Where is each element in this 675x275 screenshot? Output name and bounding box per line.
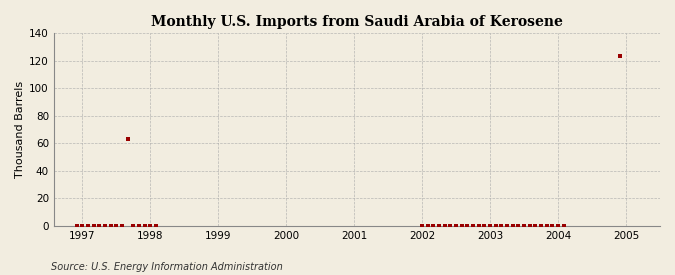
Point <box>513 224 524 228</box>
Point <box>423 224 433 228</box>
Title: Monthly U.S. Imports from Saudi Arabia of Kerosene: Monthly U.S. Imports from Saudi Arabia o… <box>151 15 563 29</box>
Text: Source: U.S. Energy Information Administration: Source: U.S. Energy Information Administ… <box>51 262 282 272</box>
Point <box>416 224 427 228</box>
Point <box>445 224 456 228</box>
Point <box>111 224 122 228</box>
Point <box>530 224 541 228</box>
Point <box>468 224 479 228</box>
Point <box>558 224 569 228</box>
Point <box>139 224 150 228</box>
Point <box>456 224 467 228</box>
Point <box>434 224 445 228</box>
Point <box>88 224 99 228</box>
Point <box>145 224 156 228</box>
Y-axis label: Thousand Barrels: Thousand Barrels <box>15 81 25 178</box>
Point <box>615 54 626 59</box>
Point <box>134 224 144 228</box>
Point <box>451 224 462 228</box>
Point <box>547 224 558 228</box>
Point <box>72 224 82 228</box>
Point <box>508 224 518 228</box>
Point <box>473 224 484 228</box>
Point <box>485 224 495 228</box>
Point <box>553 224 564 228</box>
Point <box>151 224 161 228</box>
Point <box>490 224 501 228</box>
Point <box>99 224 110 228</box>
Point <box>128 224 138 228</box>
Point <box>117 224 128 228</box>
Point <box>496 224 507 228</box>
Point <box>94 224 105 228</box>
Point <box>502 224 512 228</box>
Point <box>518 224 529 228</box>
Point <box>428 224 439 228</box>
Point <box>541 224 552 228</box>
Point <box>524 224 535 228</box>
Point <box>462 224 473 228</box>
Point <box>105 224 116 228</box>
Point <box>77 224 88 228</box>
Point <box>122 137 133 141</box>
Point <box>82 224 93 228</box>
Point <box>439 224 450 228</box>
Point <box>479 224 490 228</box>
Point <box>536 224 547 228</box>
